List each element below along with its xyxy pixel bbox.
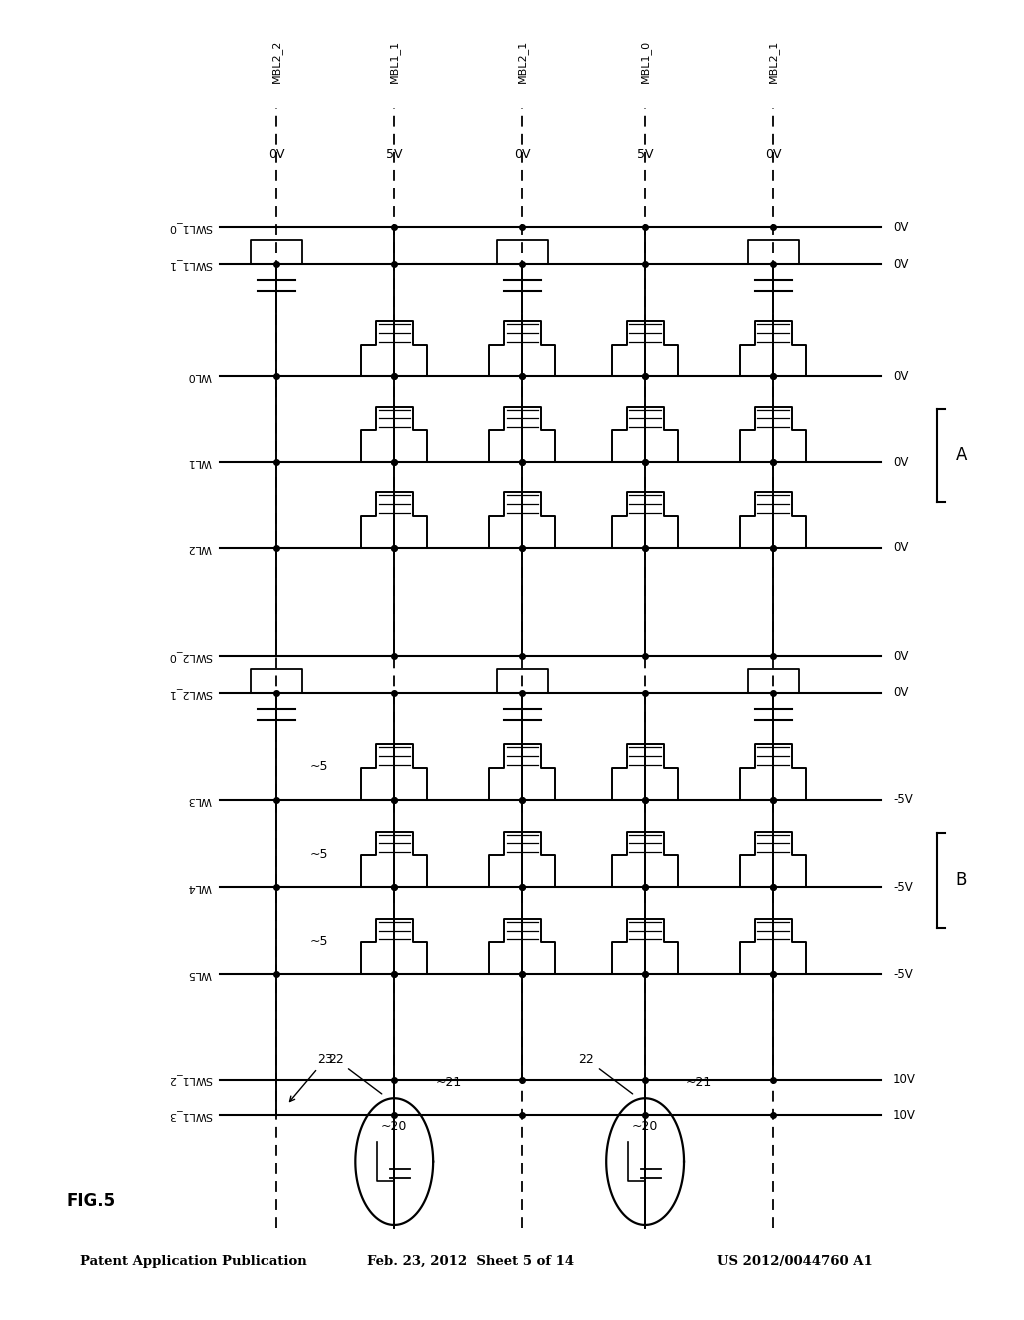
Text: MBL1_0: MBL1_0: [640, 40, 650, 83]
Text: ~21: ~21: [435, 1076, 462, 1089]
Text: ~5: ~5: [309, 847, 328, 861]
Text: 0V: 0V: [893, 541, 908, 554]
Text: US 2012/0044760 A1: US 2012/0044760 A1: [717, 1254, 872, 1267]
Text: 0V: 0V: [893, 370, 908, 383]
Text: WL5: WL5: [187, 969, 212, 979]
Text: MBL2_1: MBL2_1: [517, 40, 527, 83]
Text: 10V: 10V: [893, 1073, 915, 1086]
Text: 0V: 0V: [893, 686, 908, 700]
Text: Feb. 23, 2012  Sheet 5 of 14: Feb. 23, 2012 Sheet 5 of 14: [367, 1254, 573, 1267]
Text: ~5: ~5: [309, 935, 328, 948]
Text: -5V: -5V: [893, 793, 912, 807]
Text: WL0: WL0: [187, 371, 212, 381]
Text: MBL2_1: MBL2_1: [768, 40, 778, 83]
Text: A: A: [955, 446, 967, 465]
Text: ~5: ~5: [309, 760, 328, 774]
Text: FIG.5: FIG.5: [67, 1192, 116, 1210]
Text: 22: 22: [328, 1052, 382, 1094]
Text: 10V: 10V: [893, 1109, 915, 1122]
Text: SWL2_1: SWL2_1: [168, 688, 212, 698]
Text: 0V: 0V: [893, 455, 908, 469]
Text: WL3: WL3: [187, 795, 212, 805]
Text: SWL1_2: SWL1_2: [168, 1074, 212, 1085]
Text: SWL1_1: SWL1_1: [168, 259, 212, 269]
Text: Patent Application Publication: Patent Application Publication: [80, 1254, 306, 1267]
Text: WL1: WL1: [187, 457, 212, 467]
Text: 23: 23: [290, 1052, 333, 1101]
Text: ~20: ~20: [381, 1119, 408, 1133]
Text: SWL1_3: SWL1_3: [168, 1110, 212, 1121]
Text: -5V: -5V: [893, 880, 912, 894]
Text: 5V: 5V: [637, 148, 653, 161]
Text: 0V: 0V: [893, 257, 908, 271]
Text: 0V: 0V: [893, 649, 908, 663]
Text: 0V: 0V: [514, 148, 530, 161]
Text: SWL2_0: SWL2_0: [168, 651, 212, 661]
Text: 0V: 0V: [765, 148, 781, 161]
Text: -5V: -5V: [893, 968, 912, 981]
Text: 0V: 0V: [893, 220, 908, 234]
Text: 0V: 0V: [268, 148, 285, 161]
Text: SWL1_0: SWL1_0: [168, 222, 212, 232]
Text: WL4: WL4: [187, 882, 212, 892]
Text: 5V: 5V: [386, 148, 402, 161]
Text: 22: 22: [579, 1052, 633, 1094]
Text: WL2: WL2: [187, 543, 212, 553]
Text: MBL2_2: MBL2_2: [271, 40, 282, 83]
Text: B: B: [955, 871, 967, 890]
Text: ~21: ~21: [686, 1076, 713, 1089]
Text: MBL1_1: MBL1_1: [389, 40, 399, 83]
Text: ~20: ~20: [632, 1119, 658, 1133]
